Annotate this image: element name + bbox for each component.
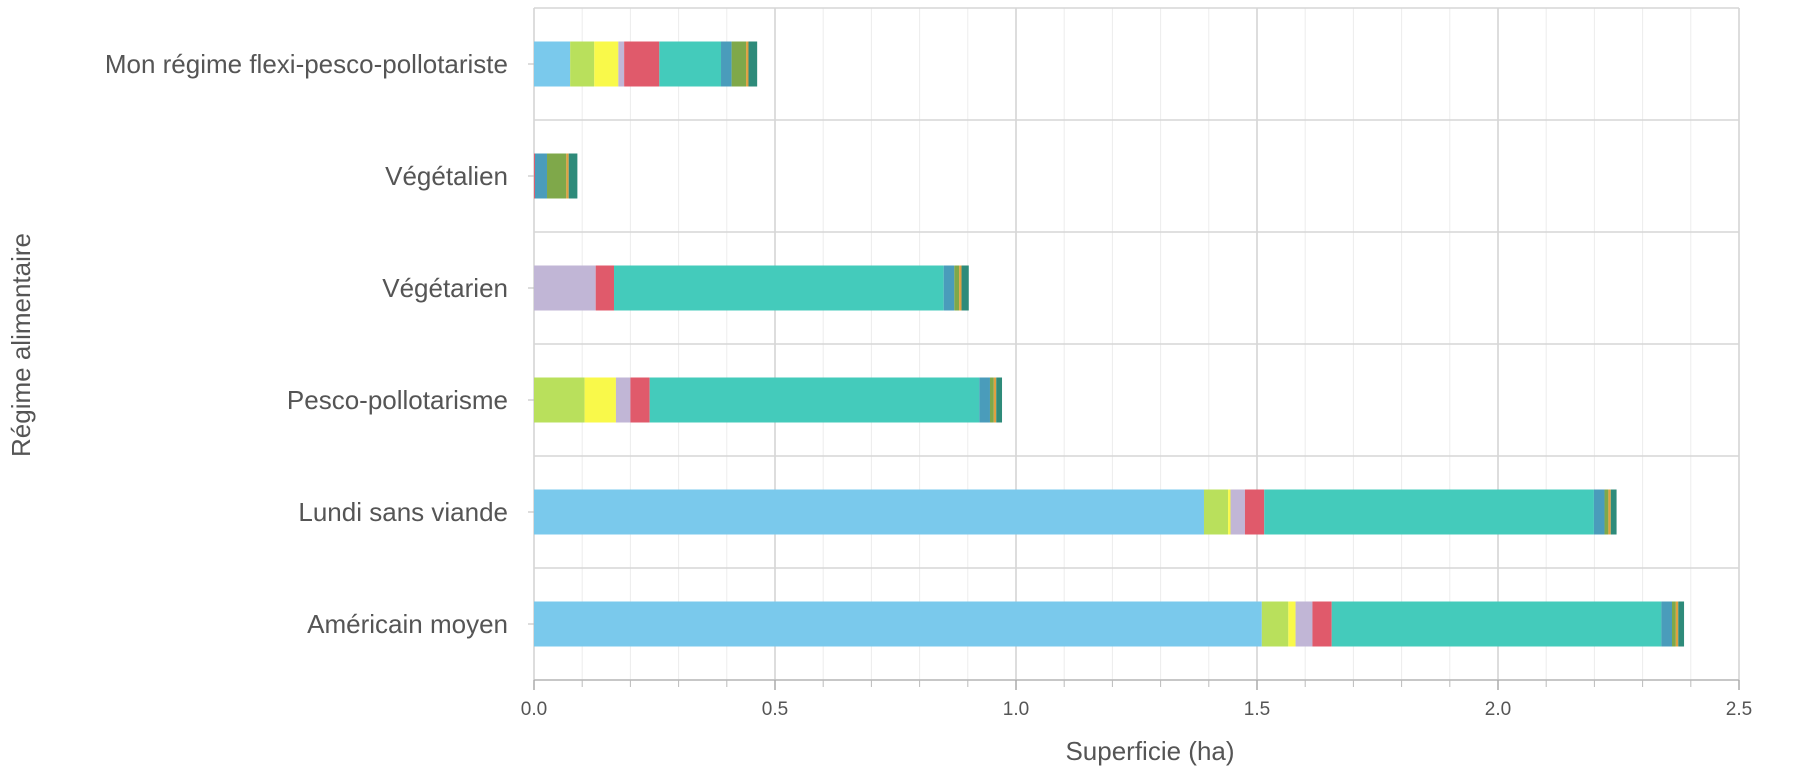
bar-segment [1331,601,1662,647]
bar-segment [1678,601,1685,647]
category-label: Lundi sans viande [298,497,508,527]
grid [533,7,1740,681]
y-axis-title: Régime alimentaire [6,233,36,457]
bar-segment [731,41,747,87]
bar-segment [996,377,1003,423]
bar-segment [624,41,660,87]
bar-segment [721,41,732,87]
bars [534,41,1685,647]
bar-segment [1661,601,1673,647]
bar-segment [547,153,567,199]
bar-segment [615,377,631,423]
bar-segment [1261,601,1289,647]
bar-segment [595,265,615,311]
x-tick-label: 2.5 [1726,699,1752,720]
bar-segment [1244,489,1265,535]
bar-segment [630,377,650,423]
bar-segment [584,377,616,423]
bar-segment [1228,489,1231,535]
bar-segment [979,377,990,423]
bar-segment [614,265,944,311]
bar-segment [943,265,955,311]
category-label: Pesco-pollotarisme [287,385,508,415]
bar-segment [570,41,595,87]
bar-segment [534,41,571,87]
bar-segment [746,41,749,87]
bar-segment [1593,489,1605,535]
bar-segment [1230,489,1245,535]
x-tick-label: 2.0 [1485,699,1511,720]
bar-segment [1672,601,1676,647]
bar-segment [534,377,585,423]
bar-segment [618,41,625,87]
category-label: Végétalien [385,161,508,191]
bar-segment [1288,601,1296,647]
x-tick-label: 1.5 [1244,699,1270,720]
bar-segment [1675,601,1679,647]
bar-segment [659,41,722,87]
axes: Mon régime flexi-pesco-pollotariste Végét… [105,49,1752,720]
bar-segment [959,265,962,311]
bar-segment [1264,489,1594,535]
bar-segment [534,489,1204,535]
bar-segment [1604,489,1609,535]
bar-segment [1203,489,1229,535]
bar-segment [534,153,548,199]
category-label: Mon régime flexi-pesco-pollotariste [105,49,508,79]
bar-segment [748,41,758,87]
bar-segment [566,153,569,199]
x-axis-title: Superficie (ha) [1065,736,1234,766]
x-tick-label: 0.0 [521,699,547,720]
bar-segment [594,41,619,87]
category-label: Végétarien [382,273,508,303]
bar-segment [961,265,969,311]
bar-segment [993,377,997,423]
bar-segment [649,377,980,423]
bar-segment [534,601,1262,647]
bar-segment [1608,489,1611,535]
x-tick-label: 1.0 [1003,699,1029,720]
x-tick-label: 0.5 [762,699,788,720]
category-label: Américain moyen [307,609,508,639]
bar-segment [568,153,578,199]
bar-segment [989,377,994,423]
bar-segment [1295,601,1313,647]
bar-segment [534,153,535,199]
bar-segment [1312,601,1332,647]
bar-segment [954,265,960,311]
bar-segment [1610,489,1617,535]
bar-segment [534,265,596,311]
